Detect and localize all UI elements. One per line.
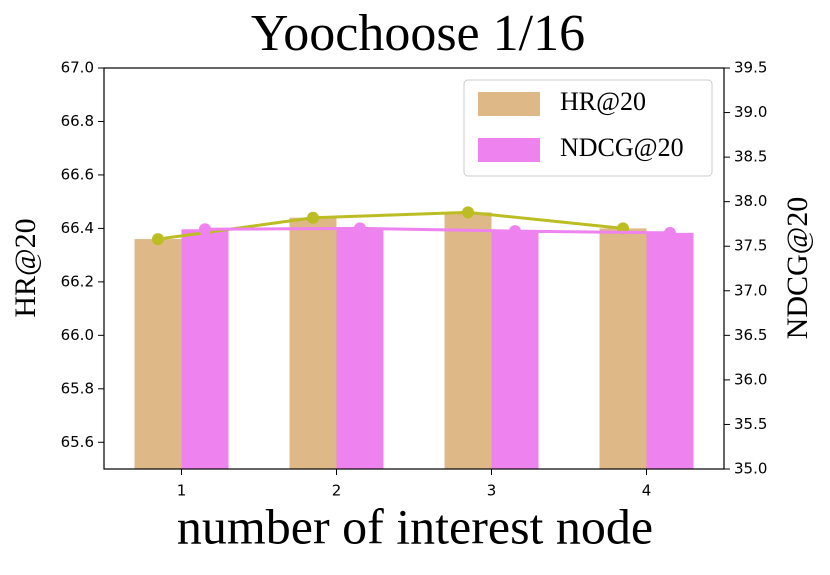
- y2-tick-label: 36.5: [734, 326, 767, 344]
- y-tick-label: 66.8: [61, 112, 94, 130]
- x-tick-label: 4: [642, 482, 652, 500]
- line-marker: [664, 226, 676, 239]
- bar: [336, 228, 384, 469]
- y-tick-label: 66.0: [61, 326, 94, 344]
- y2-axis-label: NDCG@20: [781, 197, 814, 340]
- y2-tick-label: 38.5: [734, 148, 767, 166]
- y-tick-label: 66.6: [61, 165, 94, 183]
- bar: [444, 212, 492, 470]
- y2-tick-label: 37.5: [734, 237, 767, 255]
- y2-tick-label: 35.0: [734, 460, 767, 478]
- y2-tick-label: 37.0: [734, 281, 767, 299]
- line-marker: [354, 222, 366, 235]
- y2-tick-label: 39.0: [734, 103, 767, 121]
- y-tick-label: 65.8: [61, 379, 94, 397]
- line-marker: [152, 233, 164, 246]
- bar: [599, 228, 647, 469]
- line-marker: [509, 225, 521, 238]
- y2-tick-label: 36.0: [734, 370, 767, 388]
- y-tick-label: 67.0: [61, 59, 94, 77]
- y-tick-label: 66.2: [61, 272, 94, 290]
- x-tick-label: 2: [332, 482, 342, 500]
- legend-swatch: [478, 92, 540, 116]
- bar: [491, 231, 539, 469]
- y-axis-label: HR@20: [9, 218, 42, 317]
- legend-swatch: [478, 138, 540, 162]
- y2-tick-label: 35.5: [734, 415, 767, 433]
- x-axis-label: number of interest node: [177, 498, 653, 554]
- y-tick-label: 66.4: [61, 219, 94, 237]
- plot-frame: [103, 67, 725, 470]
- bar: [289, 217, 337, 469]
- y2-tick-label: 39.5: [734, 59, 767, 77]
- bar: [646, 232, 694, 469]
- line-marker: [462, 206, 474, 219]
- line-marker: [199, 223, 211, 236]
- line-marker: [307, 211, 319, 224]
- y2-tick-label: 38.0: [734, 192, 767, 210]
- bar: [181, 229, 229, 469]
- x-tick-label: 1: [177, 482, 187, 500]
- legend-label: NDCG@20: [560, 133, 684, 162]
- y-tick-label: 65.6: [61, 433, 94, 451]
- legend-label: HR@20: [560, 87, 646, 116]
- line: [204, 226, 671, 235]
- chart-title: Yoochoose 1/16: [251, 5, 585, 62]
- x-tick-label: 3: [487, 482, 497, 500]
- bar: [134, 239, 182, 469]
